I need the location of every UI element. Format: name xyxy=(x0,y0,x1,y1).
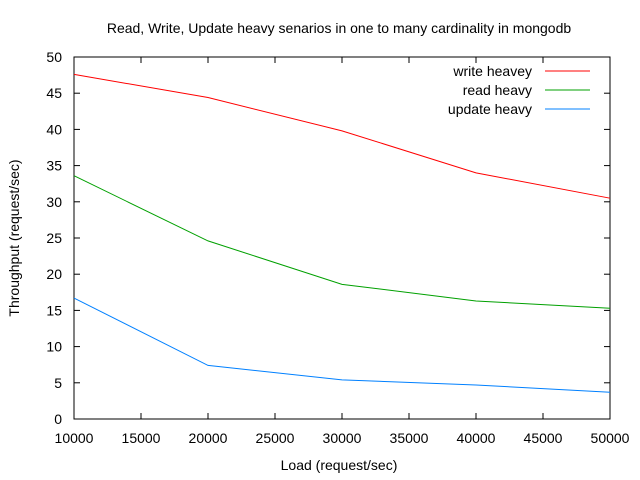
series-line-read-heavy xyxy=(73,175,611,309)
y-tick-label: 25 xyxy=(46,230,62,246)
series-line-update-heavy xyxy=(73,297,611,393)
y-tick-label: 35 xyxy=(46,158,62,174)
x-tick-label: 20000 xyxy=(189,430,228,446)
legend-label: write heavey xyxy=(452,63,532,79)
y-tick-label: 40 xyxy=(46,121,62,137)
x-tick-label: 35000 xyxy=(390,430,429,446)
axis-ticks: 10000 15000 20000 25000 30000 35000 40000 45000… xyxy=(46,49,629,446)
y-axis-label: Throughput (request/sec) xyxy=(6,159,22,316)
legend: write heavey read heavy update heavy xyxy=(448,63,590,117)
y-tick-label: 15 xyxy=(46,302,62,318)
y-tick-label: 0 xyxy=(54,411,62,427)
x-tick-label: 30000 xyxy=(323,430,362,446)
x-tick-label: 25000 xyxy=(256,430,295,446)
x-tick-label: 45000 xyxy=(524,430,563,446)
y-tick-label: 10 xyxy=(46,339,62,355)
x-tick-label: 15000 xyxy=(122,430,161,446)
x-tick-label: 50000 xyxy=(591,430,630,446)
x-tick-label: 40000 xyxy=(457,430,496,446)
y-tick-label: 30 xyxy=(46,194,62,210)
y-tick-label: 20 xyxy=(46,266,62,282)
y-tick-label: 5 xyxy=(54,375,62,391)
y-tick-label: 45 xyxy=(46,85,62,101)
legend-label: update heavy xyxy=(448,101,532,117)
legend-label: read heavy xyxy=(463,82,532,98)
x-axis-label: Load (request/sec) xyxy=(281,457,398,473)
chart-title: Read, Write, Update heavy senarios in on… xyxy=(107,20,572,36)
y-tick-label: 50 xyxy=(46,49,62,65)
series-line-write-heavey xyxy=(73,73,611,199)
series-lines xyxy=(73,73,611,393)
x-tick-label: 10000 xyxy=(55,430,94,446)
